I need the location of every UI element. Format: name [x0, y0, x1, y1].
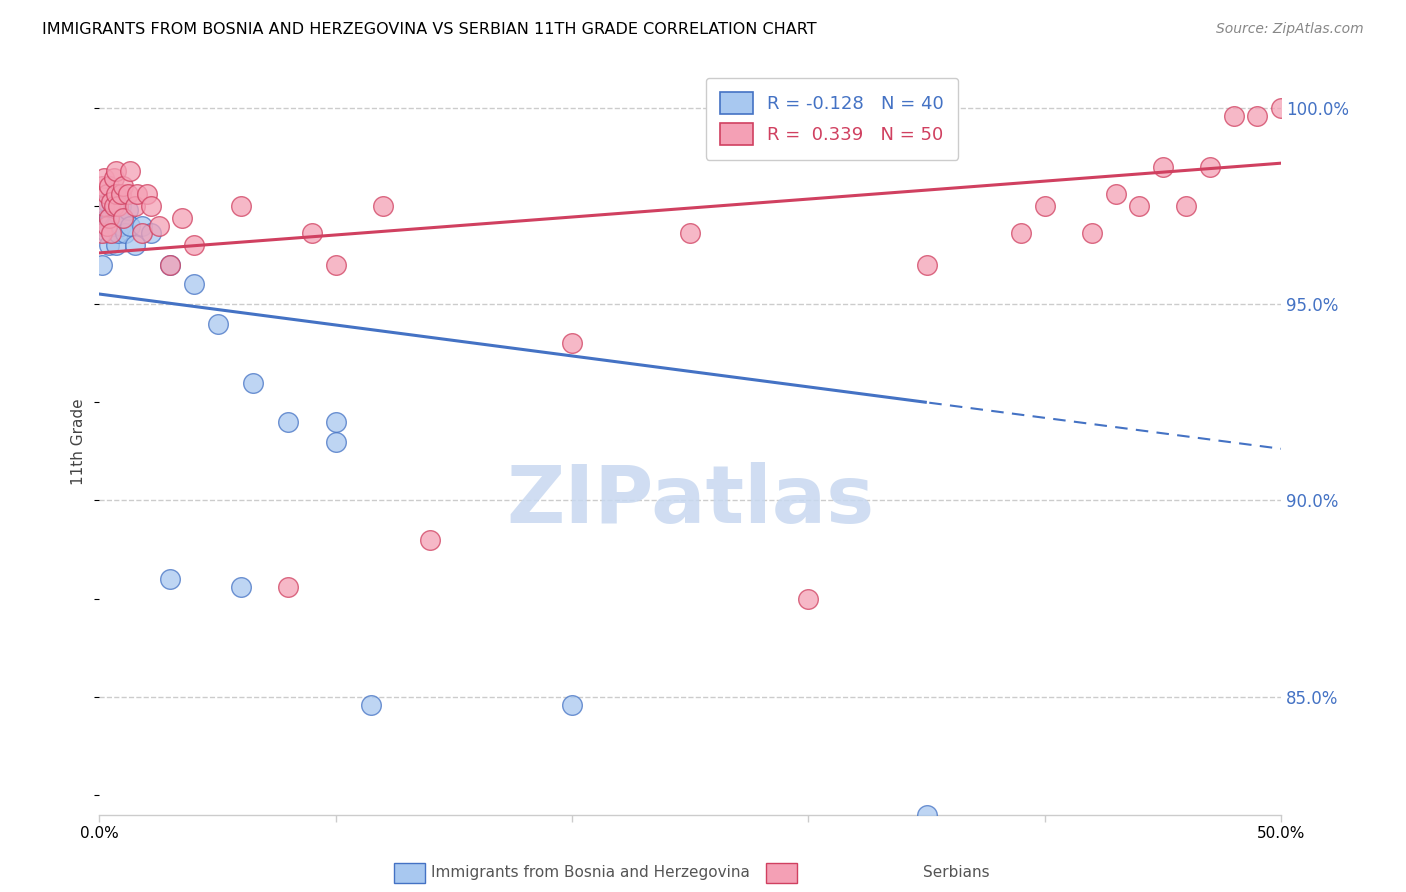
Point	[90, 227, 112, 241]
Point	[100, 194, 122, 209]
Point	[419, 533, 441, 547]
Point	[301, 227, 323, 241]
Point	[148, 219, 170, 233]
Point	[103, 202, 125, 217]
Point	[100, 194, 122, 209]
Legend: R = -0.128   N = 40, R =  0.339   N = 50: R = -0.128 N = 40, R = 0.339 N = 50	[706, 78, 959, 160]
Point	[360, 698, 382, 712]
Point	[1175, 199, 1198, 213]
Point	[207, 317, 229, 331]
Text: Immigrants from Bosnia and Herzegovina: Immigrants from Bosnia and Herzegovina	[432, 865, 749, 880]
Point	[100, 227, 122, 241]
Point	[124, 238, 146, 252]
Point	[117, 187, 139, 202]
Point	[97, 211, 120, 225]
Point	[96, 211, 118, 225]
Point	[1081, 227, 1104, 241]
Point	[97, 238, 120, 252]
Point	[141, 199, 163, 213]
Point	[127, 187, 149, 202]
Point	[159, 258, 181, 272]
Point	[135, 187, 157, 202]
Point	[93, 219, 115, 233]
Point	[277, 415, 299, 429]
Point	[131, 227, 153, 241]
Point	[103, 171, 125, 186]
Point	[1104, 187, 1126, 202]
Point	[1246, 109, 1268, 123]
Text: ZIPatlas: ZIPatlas	[506, 462, 875, 541]
Point	[1033, 199, 1056, 213]
Point	[90, 179, 112, 194]
Point	[561, 698, 583, 712]
Point	[679, 227, 702, 241]
Point	[131, 219, 153, 233]
Point	[107, 207, 129, 221]
Point	[97, 179, 120, 194]
Point	[112, 211, 135, 225]
Point	[114, 227, 136, 241]
Point	[110, 219, 132, 233]
Point	[103, 219, 125, 233]
Point	[93, 171, 115, 186]
Point	[97, 211, 120, 225]
Point	[104, 219, 127, 233]
Point	[797, 591, 820, 606]
Point	[1010, 227, 1032, 241]
Point	[93, 199, 115, 213]
Y-axis label: 11th Grade: 11th Grade	[72, 398, 86, 485]
Point	[96, 187, 118, 202]
Point	[100, 211, 122, 225]
Point	[120, 219, 142, 233]
Point	[325, 415, 347, 429]
Point	[1152, 160, 1174, 174]
Point	[107, 227, 129, 241]
Point	[90, 258, 112, 272]
Point	[104, 187, 127, 202]
Point	[104, 163, 127, 178]
Point	[96, 219, 118, 233]
Point	[242, 376, 264, 390]
Point	[117, 202, 139, 217]
Point	[231, 199, 253, 213]
Point	[112, 211, 135, 225]
Point	[1128, 199, 1150, 213]
Point	[100, 227, 122, 241]
Point	[104, 238, 127, 252]
Text: IMMIGRANTS FROM BOSNIA AND HERZEGOVINA VS SERBIAN 11TH GRADE CORRELATION CHART: IMMIGRANTS FROM BOSNIA AND HERZEGOVINA V…	[42, 22, 817, 37]
Point	[159, 258, 181, 272]
Point	[1270, 101, 1292, 115]
Point	[231, 580, 253, 594]
Point	[124, 199, 146, 213]
Point	[325, 434, 347, 449]
Point	[277, 580, 299, 594]
Point	[1222, 109, 1244, 123]
Point	[90, 219, 112, 233]
Point	[93, 199, 115, 213]
Point	[371, 199, 394, 213]
Point	[1199, 160, 1222, 174]
Text: Serbians: Serbians	[922, 865, 990, 880]
Point	[104, 199, 127, 213]
Point	[159, 572, 181, 586]
Text: Source: ZipAtlas.com: Source: ZipAtlas.com	[1216, 22, 1364, 37]
Point	[325, 258, 347, 272]
Point	[172, 211, 194, 225]
Point	[183, 238, 205, 252]
Point	[141, 227, 163, 241]
Point	[103, 199, 125, 213]
Point	[120, 163, 142, 178]
Point	[112, 179, 135, 194]
Point	[96, 227, 118, 241]
Point	[96, 194, 118, 209]
Point	[915, 807, 938, 822]
Point	[110, 199, 132, 213]
Point	[110, 187, 132, 202]
Point	[915, 258, 938, 272]
Point	[561, 336, 583, 351]
Point	[107, 199, 129, 213]
Point	[183, 277, 205, 292]
